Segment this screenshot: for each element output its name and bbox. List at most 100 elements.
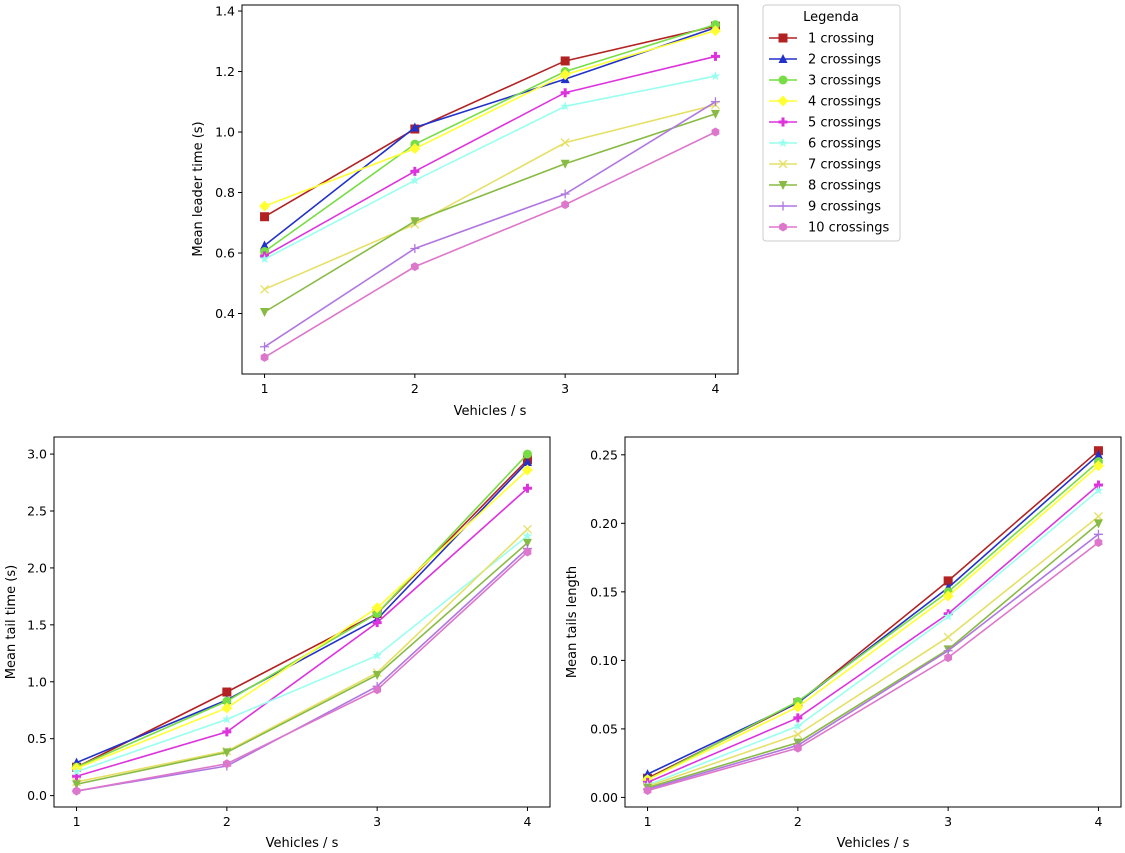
x-tick-label: 4 [1094, 814, 1102, 829]
data-point [561, 200, 570, 210]
series-5 [260, 51, 720, 261]
series-line [76, 551, 528, 792]
data-point [222, 748, 232, 758]
legend-marker [778, 201, 788, 211]
data-point [942, 590, 954, 602]
data-point [260, 342, 270, 352]
y-tick-label: 1.2 [215, 64, 235, 79]
data-point [72, 780, 82, 790]
legend-marker [778, 159, 788, 169]
series-line [647, 541, 1099, 792]
y-tick-label: 2.0 [27, 560, 47, 575]
data-point [1093, 512, 1103, 521]
tails-length-plot-frame [624, 436, 1122, 808]
tail-time-chart: 1 2 3 4 0.0 0.5 1.0 1.5 2.0 2.5 3.0 Vehicles / s M… [4, 436, 551, 851]
data-point [409, 143, 421, 155]
data-point [793, 713, 803, 723]
series-line [264, 75, 716, 260]
legend-marker [778, 33, 788, 43]
x-tick-label: 1 [644, 814, 652, 829]
x-tick-label: 4 [711, 381, 719, 396]
data-point [943, 576, 953, 586]
series-8 [72, 538, 532, 790]
legend-title: Legenda [803, 10, 859, 25]
series-8 [260, 109, 720, 317]
y-tick-label: 2.5 [27, 504, 47, 519]
legend: Legenda 1 crossing 2 crossings 3 crossings… [762, 4, 901, 242]
series-10 [643, 538, 1103, 796]
legend-marker [778, 181, 788, 190]
x-tick-label: 1 [261, 381, 269, 396]
data-point [410, 166, 420, 176]
data-point [560, 56, 570, 66]
legend-entry: 1 crossing [769, 32, 874, 47]
data-point [410, 262, 419, 272]
x-tick-label: 3 [944, 814, 952, 829]
y-tick-label: 1.5 [27, 617, 47, 632]
y-tick-label: 0.15 [590, 584, 618, 599]
y-tick-label: 0.00 [590, 790, 618, 805]
y-tick-label: 0.4 [215, 306, 235, 321]
data-point [372, 670, 382, 680]
data-point [260, 284, 270, 294]
data-point [373, 685, 382, 695]
legend-entry: 7 crossings [769, 158, 881, 173]
y-tick-label: 0.0 [27, 788, 47, 803]
y-tick-label: 1.4 [215, 4, 235, 19]
legend-entry: 3 crossings [769, 74, 881, 89]
data-point [710, 71, 721, 81]
leader-x-axis-label: Vehicles / s [454, 404, 527, 419]
tails-length-y-axis-label: Mean tails length [565, 566, 580, 678]
series-6 [71, 531, 533, 776]
legend-label: 5 crossings [808, 116, 881, 131]
data-point [260, 307, 270, 317]
data-point [793, 743, 802, 753]
data-point [711, 127, 720, 137]
legend-entry: 4 crossings [769, 95, 881, 110]
data-point [372, 608, 382, 618]
series-line [647, 515, 1099, 788]
legend-label: 2 crossings [808, 53, 881, 68]
series-line [76, 542, 528, 786]
legend-entry: 6 crossings [769, 137, 881, 152]
data-point [260, 240, 270, 250]
legend-entry: 2 crossings [769, 53, 881, 68]
data-point [522, 457, 532, 467]
tail-time-plot-area: 1 2 3 4 0.0 0.5 1.0 1.5 2.0 2.5 3.0 [27, 447, 533, 829]
series-4 [259, 25, 721, 212]
series-10 [260, 127, 720, 362]
y-tick-label: 1.0 [27, 674, 47, 689]
series-line [647, 489, 1099, 786]
legend-entry: 9 crossings [769, 200, 881, 215]
y-tick-label: 0.5 [27, 731, 47, 746]
data-point [260, 247, 270, 257]
data-point [222, 687, 232, 697]
data-point [522, 538, 532, 548]
series-6 [259, 71, 721, 264]
x-tick-label: 2 [223, 814, 231, 829]
y-tick-label: 0.10 [590, 653, 618, 668]
series-line [264, 25, 716, 218]
series-9 [260, 97, 720, 352]
legend-entry: 5 crossings [769, 116, 881, 131]
legend-label: 7 crossings [808, 158, 881, 173]
data-point [560, 88, 570, 98]
data-point [793, 721, 803, 731]
y-tick-label: 3.0 [27, 447, 47, 462]
leader-plot-area: 1 2 3 4 0.4 0.6 0.8 1.0 1.2 1.4 [215, 4, 721, 396]
data-point [72, 786, 81, 796]
series-line [264, 131, 716, 359]
data-point [560, 101, 570, 111]
y-tick-label: 0.6 [215, 246, 235, 261]
data-point [222, 696, 232, 706]
data-point [372, 618, 382, 628]
data-point [260, 352, 269, 362]
data-point [221, 702, 233, 714]
data-point [259, 254, 270, 264]
data-point [560, 138, 570, 148]
data-point [560, 159, 570, 169]
series-line [76, 459, 529, 768]
series-line [647, 533, 1099, 790]
data-point [222, 714, 232, 724]
series-line [76, 461, 529, 764]
